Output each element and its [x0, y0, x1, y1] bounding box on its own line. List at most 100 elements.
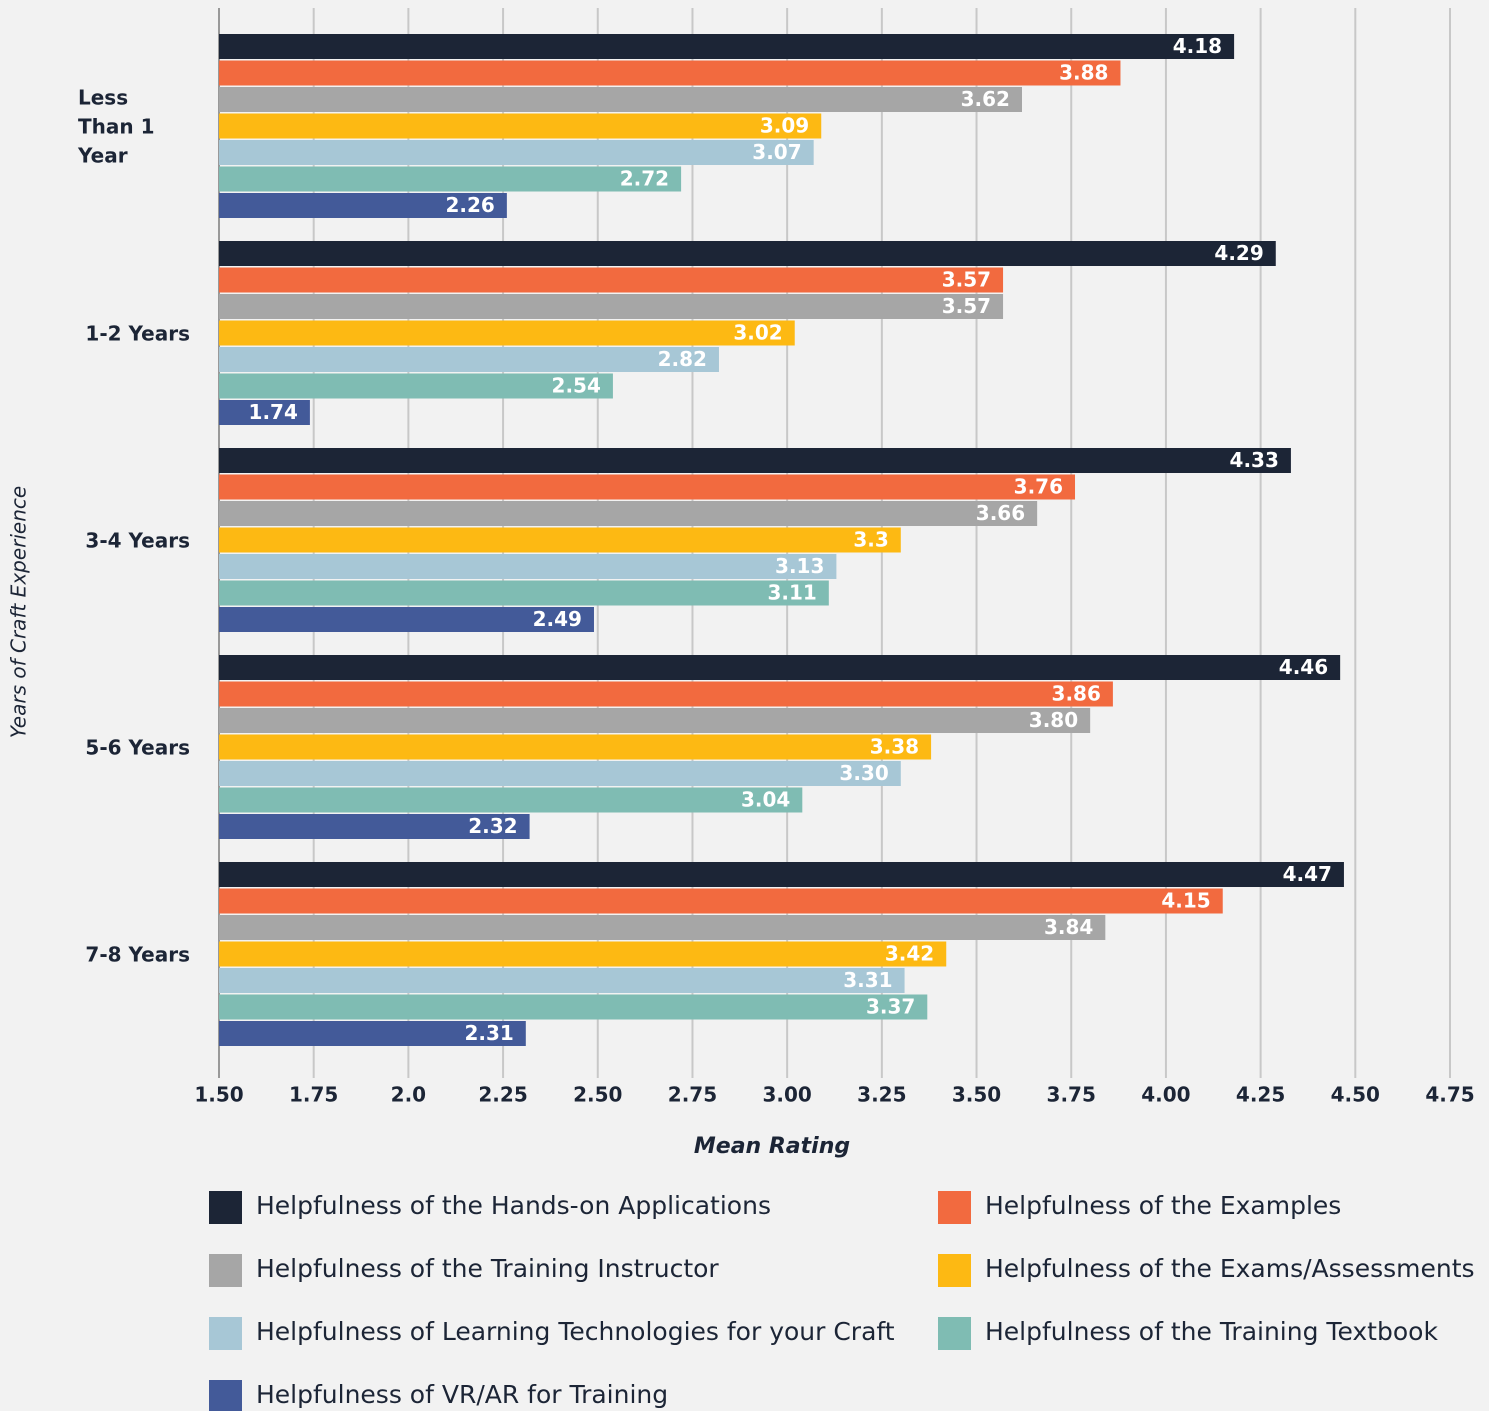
- category-label: 3-4 Years: [85, 528, 190, 553]
- bar-value-label: 4.46: [1279, 655, 1328, 679]
- bar: [219, 193, 507, 218]
- bar: [219, 166, 682, 192]
- bar: [219, 994, 928, 1020]
- bar: [219, 60, 1121, 86]
- bar: [219, 580, 829, 606]
- legend-label: Helpfulness of Learning Technologies for…: [256, 1317, 895, 1346]
- legend-swatch: [938, 1191, 971, 1224]
- bar-value-label: 2.54: [552, 374, 601, 398]
- bar: [219, 527, 901, 553]
- bar-value-label: 4.18: [1173, 34, 1222, 58]
- legend-swatch: [209, 1380, 242, 1411]
- bar: [219, 681, 1113, 707]
- bar-value-label: 3.3: [853, 528, 888, 552]
- bar-value-label: 2.26: [446, 193, 495, 217]
- bar-value-label: 2.49: [533, 607, 582, 631]
- legend-swatch: [938, 1254, 971, 1287]
- legend-label: Helpfulness of the Examples: [985, 1191, 1341, 1220]
- legend-label: Helpfulness of the Training Textbook: [985, 1317, 1438, 1346]
- x-tick-label: 1.50: [194, 1083, 243, 1107]
- legend-label: Helpfulness of the Exams/Assessments: [985, 1254, 1475, 1283]
- x-tick-label: 3.25: [857, 1083, 906, 1107]
- bar-value-label: 3.42: [885, 942, 934, 966]
- bar: [219, 862, 1344, 887]
- bar: [219, 708, 1091, 733]
- bar: [219, 448, 1291, 473]
- bar: [219, 814, 530, 839]
- bar-value-label: 3.62: [961, 87, 1010, 111]
- bar: [219, 320, 795, 346]
- bar: [219, 734, 932, 760]
- bar-value-label: 2.32: [468, 814, 517, 838]
- bar: [219, 1021, 526, 1046]
- bar-value-label: 1.74: [249, 400, 298, 424]
- bar-value-label: 3.88: [1059, 61, 1108, 85]
- bar: [219, 915, 1106, 940]
- legend-label: Helpfulness of the Training Instructor: [256, 1254, 719, 1283]
- bar: [219, 968, 905, 993]
- bar: [219, 113, 822, 139]
- bar: [219, 787, 803, 813]
- x-tick-label: 2.0: [391, 1083, 426, 1107]
- bar-value-label: 3.31: [843, 968, 892, 992]
- legend-swatch: [209, 1254, 242, 1287]
- bar: [219, 34, 1235, 59]
- bar-value-label: 3.86: [1052, 682, 1101, 706]
- bar: [219, 140, 814, 165]
- bar-value-label: 4.33: [1230, 448, 1279, 472]
- bar-value-label: 3.04: [741, 788, 790, 812]
- bar: [219, 888, 1223, 914]
- x-tick-label: 4.50: [1331, 1083, 1380, 1107]
- x-tick-label: 4.75: [1425, 1083, 1474, 1107]
- bar-value-label: 3.07: [752, 140, 801, 164]
- legend-swatch: [209, 1191, 242, 1224]
- bar-value-label: 2.82: [658, 347, 707, 371]
- x-tick-label: 4.00: [1141, 1083, 1190, 1107]
- bar-value-label: 3.80: [1029, 708, 1078, 732]
- bar-value-label: 4.29: [1214, 241, 1263, 265]
- bar: [219, 400, 310, 425]
- legend-swatch: [209, 1317, 242, 1350]
- bar: [219, 607, 594, 632]
- category-label: 7-8 Years: [85, 942, 190, 967]
- x-tick-label: 2.75: [668, 1083, 717, 1107]
- bar-value-label: 3.30: [839, 761, 888, 785]
- legend-swatch: [938, 1317, 971, 1350]
- bar: [219, 655, 1341, 680]
- bar-value-label: 3.84: [1044, 915, 1093, 939]
- bar: [219, 294, 1004, 319]
- legend-label: Helpfulness of the Hands-on Applications: [256, 1191, 771, 1220]
- bar-value-label: 3.02: [733, 321, 782, 345]
- bar-value-label: 3.13: [775, 554, 824, 578]
- bar: [219, 241, 1276, 266]
- bar-value-label: 3.57: [942, 294, 991, 318]
- bar: [219, 267, 1004, 293]
- bar-value-label: 2.31: [464, 1021, 513, 1045]
- bar-value-label: 2.72: [620, 167, 669, 191]
- bar-value-label: 3.38: [870, 735, 919, 759]
- bar-value-label: 4.15: [1161, 889, 1210, 913]
- x-axis-label: Mean Rating: [694, 1134, 850, 1159]
- bar-value-label: 3.66: [976, 501, 1025, 525]
- bar-value-label: 4.47: [1283, 862, 1332, 886]
- x-tick-label: 3.50: [952, 1083, 1001, 1107]
- bar: [219, 941, 947, 967]
- bar: [219, 373, 613, 399]
- x-tick-label: 1.75: [289, 1083, 338, 1107]
- bar: [219, 761, 901, 786]
- bar: [219, 87, 1022, 112]
- category-label: 1-2 Years: [85, 321, 190, 346]
- bar-value-label: 3.57: [942, 268, 991, 292]
- bar: [219, 501, 1038, 526]
- bar: [219, 347, 719, 372]
- x-tick-label: 2.50: [573, 1083, 622, 1107]
- legend-label: Helpfulness of VR/AR for Training: [256, 1380, 668, 1409]
- bar: [219, 554, 837, 579]
- bar-value-label: 3.09: [760, 114, 809, 138]
- bar-value-label: 3.11: [767, 581, 816, 605]
- x-tick-label: 3.00: [762, 1083, 811, 1107]
- category-label: 5-6 Years: [85, 735, 190, 760]
- bar-value-label: 3.37: [866, 995, 915, 1019]
